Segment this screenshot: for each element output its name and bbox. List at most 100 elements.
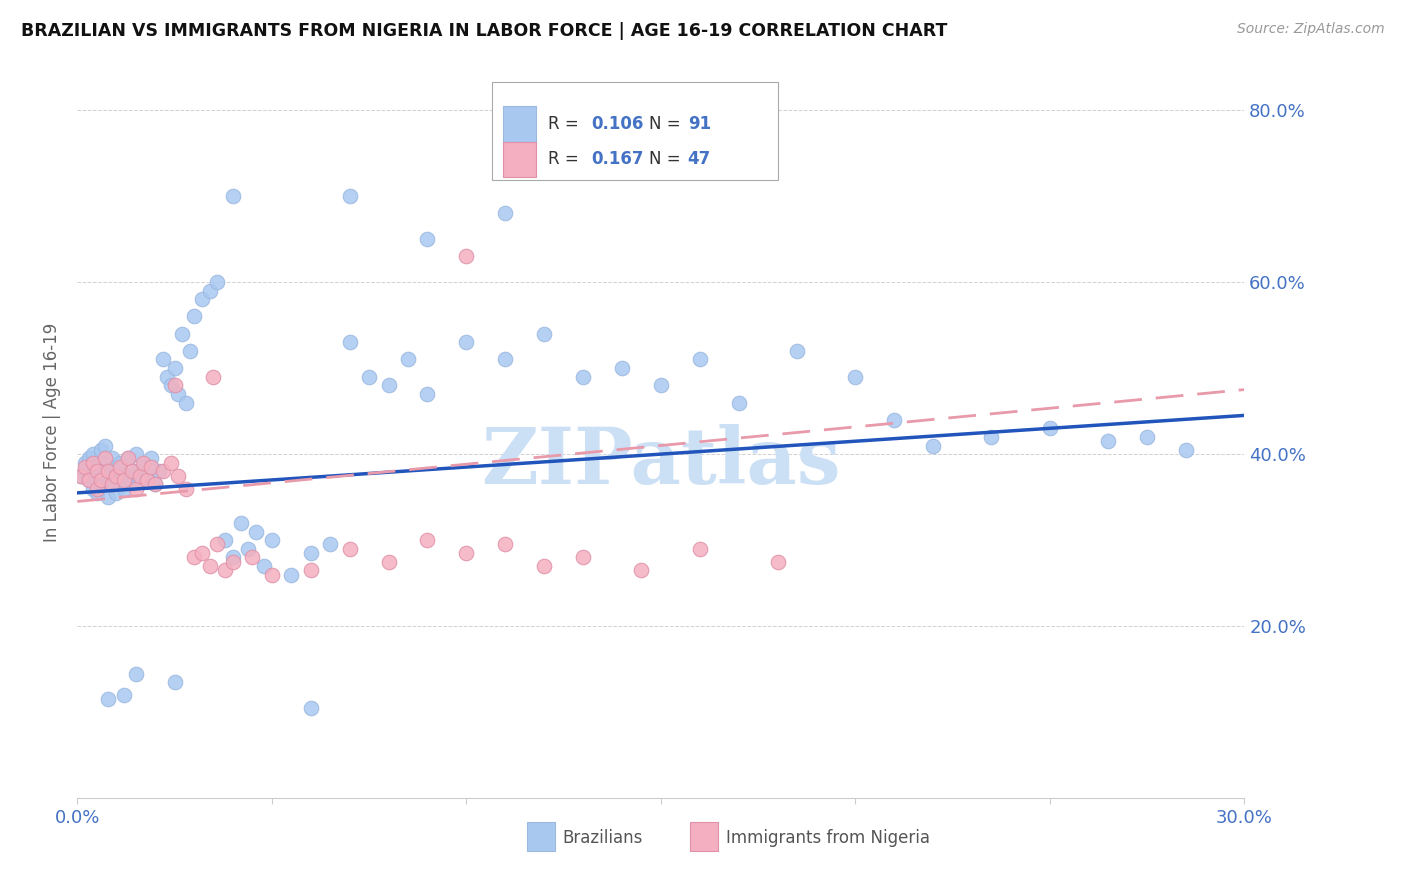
Bar <box>503 106 536 142</box>
Point <box>572 369 595 384</box>
Point <box>121 464 143 478</box>
Point <box>167 387 190 401</box>
Point <box>456 249 478 263</box>
Point <box>82 468 104 483</box>
Point <box>105 464 128 478</box>
Point <box>844 369 866 384</box>
Point <box>136 473 159 487</box>
Point <box>97 468 120 483</box>
Point <box>299 563 322 577</box>
Point <box>108 460 131 475</box>
Point <box>101 477 124 491</box>
Point <box>128 468 150 483</box>
Bar <box>690 822 718 851</box>
Point <box>242 550 264 565</box>
Point <box>70 468 93 483</box>
Point <box>90 464 112 478</box>
Point <box>128 473 150 487</box>
Point <box>112 482 135 496</box>
Text: N =: N = <box>650 150 686 168</box>
Point <box>75 456 97 470</box>
Point <box>214 563 236 577</box>
Point <box>416 232 439 246</box>
Point <box>396 352 419 367</box>
Text: R =: R = <box>547 115 583 133</box>
Point <box>163 675 186 690</box>
Point <box>90 473 112 487</box>
Point <box>70 468 93 483</box>
Point <box>1136 430 1159 444</box>
Point <box>86 473 108 487</box>
Point <box>174 482 197 496</box>
Y-axis label: In Labor Force | Age 16-19: In Labor Force | Age 16-19 <box>44 323 62 542</box>
Point <box>533 559 555 574</box>
Point <box>689 352 711 367</box>
Point <box>132 460 155 475</box>
Point <box>143 477 166 491</box>
Point <box>883 413 905 427</box>
Point <box>727 395 749 409</box>
Point <box>456 546 478 560</box>
Point <box>143 477 166 491</box>
Point <box>786 343 808 358</box>
Point <box>198 559 221 574</box>
Point <box>174 395 197 409</box>
Point <box>75 460 97 475</box>
Point <box>117 451 139 466</box>
Point <box>202 369 225 384</box>
Point <box>357 369 380 384</box>
Point <box>260 567 283 582</box>
Point <box>93 451 115 466</box>
Point <box>280 567 302 582</box>
Point <box>159 456 181 470</box>
Point <box>191 546 214 560</box>
Text: R =: R = <box>547 150 583 168</box>
Point <box>159 378 181 392</box>
Point <box>922 438 945 452</box>
Point <box>117 451 139 466</box>
Point <box>124 447 148 461</box>
Point <box>572 550 595 565</box>
Point <box>97 692 120 706</box>
Text: BRAZILIAN VS IMMIGRANTS FROM NIGERIA IN LABOR FORCE | AGE 16-19 CORRELATION CHAR: BRAZILIAN VS IMMIGRANTS FROM NIGERIA IN … <box>21 22 948 40</box>
Point <box>93 473 115 487</box>
Point <box>494 206 516 220</box>
Point <box>93 438 115 452</box>
Text: 47: 47 <box>688 150 711 168</box>
Point <box>108 456 131 470</box>
Point <box>112 688 135 702</box>
Point <box>82 447 104 461</box>
Point <box>494 352 516 367</box>
Point <box>112 473 135 487</box>
Point <box>222 189 245 203</box>
Point <box>339 541 361 556</box>
Point <box>339 189 361 203</box>
Bar <box>503 142 536 177</box>
Point <box>610 361 633 376</box>
Point <box>319 537 342 551</box>
Point <box>167 468 190 483</box>
Point <box>377 555 399 569</box>
Point <box>82 456 104 470</box>
Point <box>163 361 186 376</box>
Point <box>90 442 112 457</box>
Text: 91: 91 <box>688 115 711 133</box>
Point <box>132 456 155 470</box>
Point <box>214 533 236 548</box>
Text: 0.106: 0.106 <box>591 115 643 133</box>
Point <box>90 477 112 491</box>
Text: Source: ZipAtlas.com: Source: ZipAtlas.com <box>1237 22 1385 37</box>
Point <box>156 369 179 384</box>
Point <box>163 378 186 392</box>
Point <box>101 451 124 466</box>
Point <box>82 482 104 496</box>
Point <box>148 464 170 478</box>
Text: Brazilians: Brazilians <box>562 829 643 847</box>
Point <box>77 473 100 487</box>
Point <box>222 555 245 569</box>
Point <box>1039 421 1062 435</box>
Point <box>198 284 221 298</box>
Point <box>416 533 439 548</box>
Point <box>117 468 139 483</box>
Point <box>124 482 148 496</box>
